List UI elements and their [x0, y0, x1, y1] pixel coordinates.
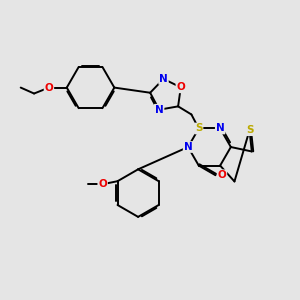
Text: N: N — [184, 142, 192, 152]
Text: S: S — [246, 125, 253, 135]
Text: O: O — [218, 170, 226, 180]
Text: O: O — [176, 82, 185, 92]
Text: N: N — [216, 124, 224, 134]
Text: N: N — [155, 105, 164, 115]
Text: N: N — [159, 74, 168, 84]
Text: O: O — [45, 82, 53, 93]
Text: S: S — [195, 124, 202, 134]
Text: O: O — [98, 179, 107, 189]
